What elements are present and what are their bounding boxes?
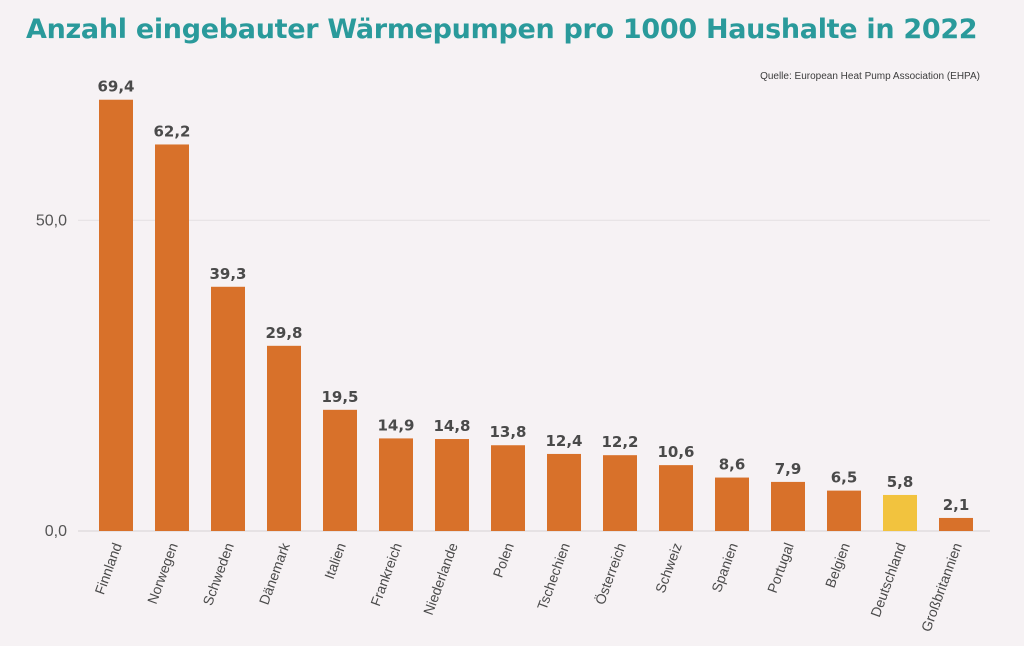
x-tick-label: Frankreich	[367, 541, 405, 609]
data-label: 7,9	[775, 460, 802, 478]
data-label: 8,6	[719, 456, 746, 474]
x-tick-label: Finnland	[91, 541, 124, 597]
y-tick-label: 50,0	[36, 212, 67, 229]
data-label: 39,3	[209, 265, 246, 283]
bar	[715, 477, 749, 531]
x-tick-label: Schweden	[199, 541, 236, 608]
data-label: 12,4	[545, 432, 582, 450]
bar	[267, 345, 301, 531]
x-tick-label: Spanien	[708, 541, 741, 595]
source-note: Quelle: European Heat Pump Association (…	[760, 71, 980, 82]
bar	[491, 445, 525, 531]
x-tick-label: Belgien	[822, 541, 853, 590]
bar	[155, 144, 189, 531]
bar	[379, 438, 413, 531]
x-tick-label: Portugal	[764, 541, 797, 595]
bar	[827, 490, 861, 531]
x-tick-label: Polen	[490, 541, 517, 580]
data-label: 12,2	[601, 433, 638, 451]
bar	[323, 409, 357, 531]
data-label: 62,2	[153, 122, 190, 140]
data-label: 5,8	[887, 473, 914, 491]
data-label: 13,8	[489, 423, 526, 441]
data-label: 19,5	[321, 388, 358, 406]
y-tick-label: 0,0	[45, 523, 67, 540]
data-label: 29,8	[265, 324, 302, 342]
bar	[435, 439, 469, 531]
x-tick-label: Schweiz	[652, 541, 685, 595]
x-tick-label: Tschechien	[534, 541, 573, 612]
bar	[211, 286, 245, 531]
bar	[603, 455, 637, 531]
bar	[547, 453, 581, 531]
data-label: 69,4	[97, 78, 134, 96]
bar	[99, 99, 133, 531]
data-label: 10,6	[657, 443, 694, 461]
bar	[659, 465, 693, 531]
x-tick-label: Deutschland	[867, 541, 909, 620]
x-tick-label: Dänemark	[256, 540, 293, 607]
bar	[939, 517, 973, 531]
data-label: 14,9	[377, 416, 414, 434]
x-tick-label: Italien	[321, 541, 349, 582]
x-tick-label: Österreich	[591, 540, 629, 606]
x-tick-label: Niederlande	[420, 540, 461, 617]
bar	[883, 494, 917, 531]
x-tick-label: Großbritannien	[918, 541, 965, 634]
data-label: 6,5	[831, 469, 858, 487]
chart-title: Anzahl eingebauter Wärmepumpen pro 1000 …	[26, 14, 978, 45]
data-label: 2,1	[943, 496, 970, 514]
x-tick-label: Norwegen	[144, 541, 181, 606]
bar	[771, 481, 805, 531]
data-label: 14,8	[433, 417, 470, 435]
